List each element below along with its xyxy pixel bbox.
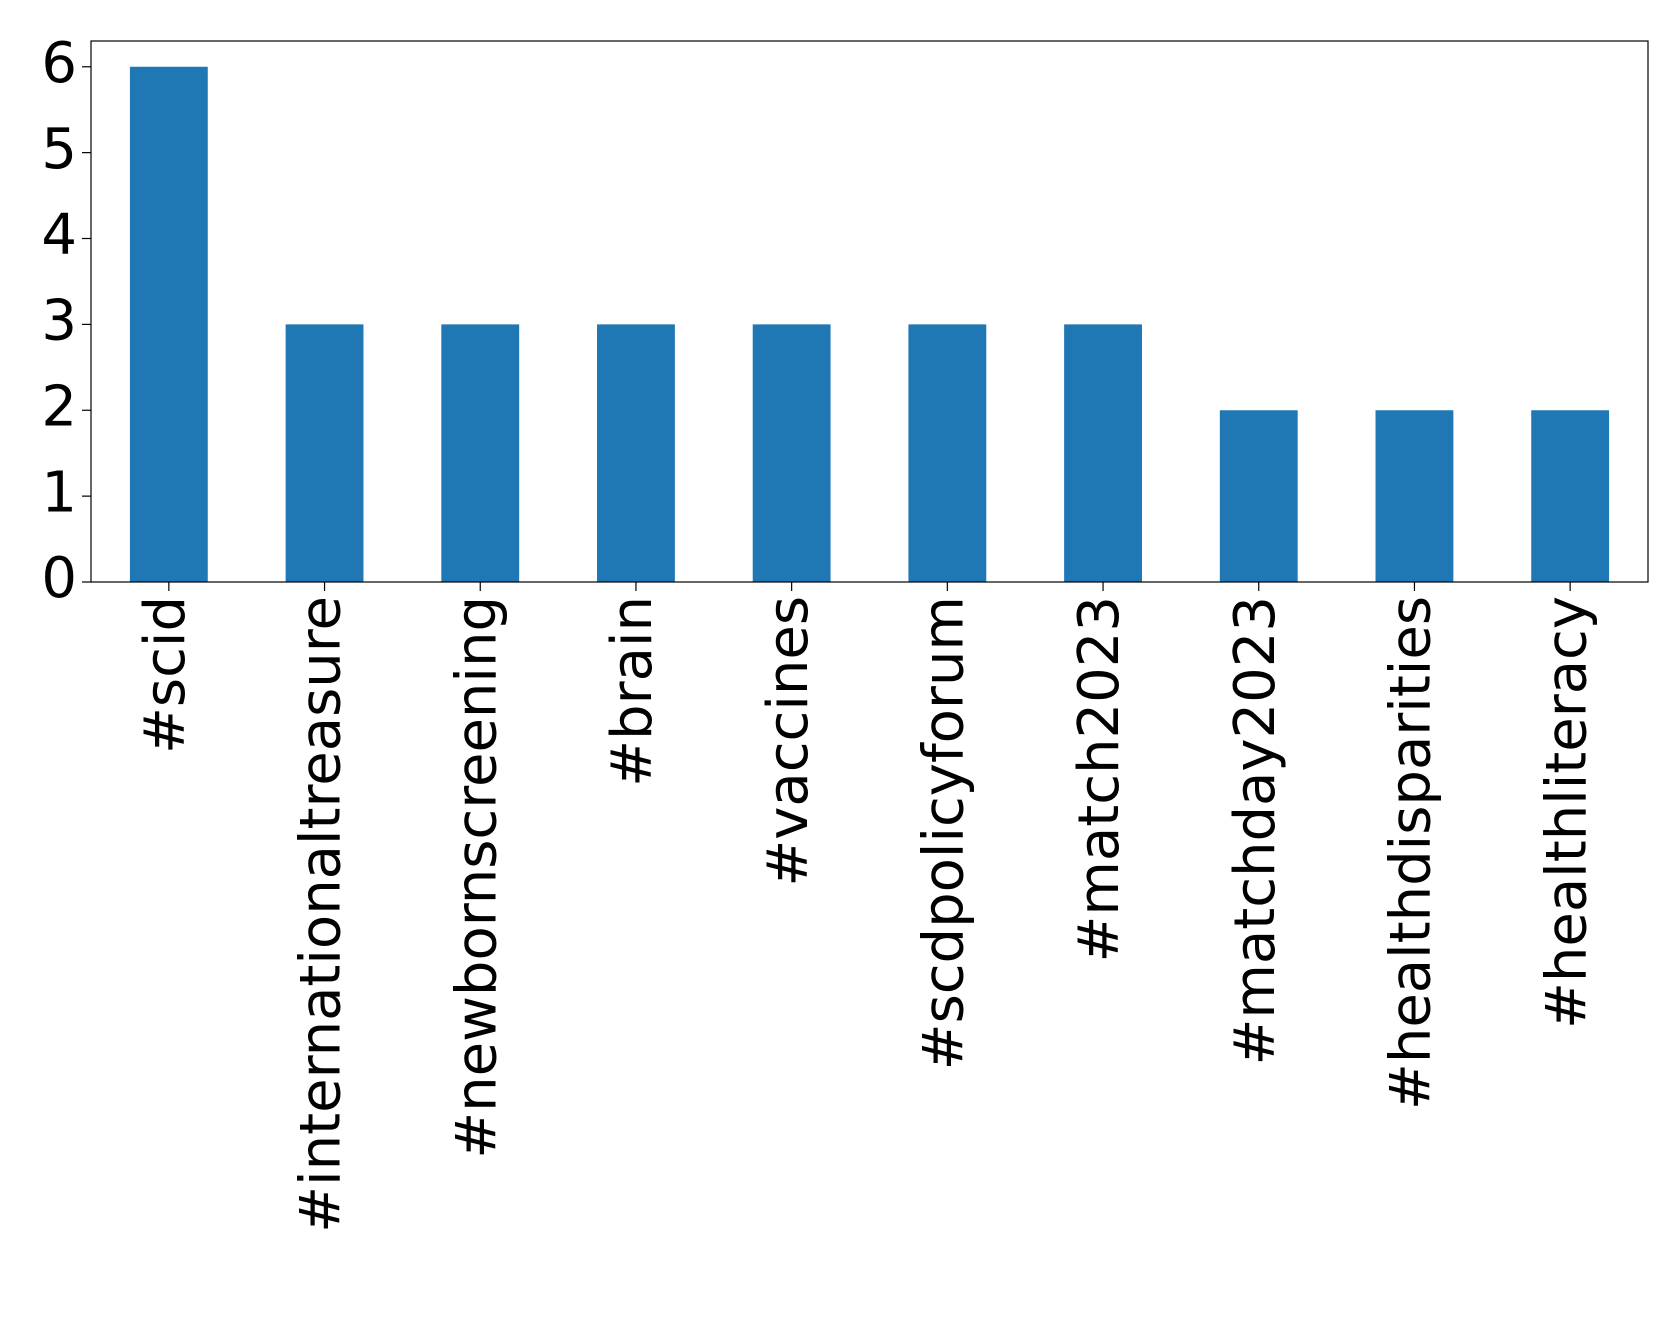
plot-frame <box>90 40 1649 583</box>
x-tick-label: #scdpolicyforum <box>911 596 976 1070</box>
y-tick-label: 1 <box>41 460 77 525</box>
x-tick-label: #brain <box>600 596 665 787</box>
bar <box>1064 324 1142 582</box>
bar <box>597 324 675 582</box>
bar <box>1531 410 1610 582</box>
y-tick-label: 2 <box>41 374 77 439</box>
y-tick-label: 6 <box>41 31 77 96</box>
x-tick-label: #internationaltreasure <box>289 596 354 1233</box>
bar <box>1219 410 1298 582</box>
y-tick-label: 4 <box>41 203 77 268</box>
x-tick-label: #healthdisparities <box>1379 596 1444 1110</box>
x-tick-label: #vaccines <box>756 596 821 887</box>
bar <box>908 324 987 582</box>
x-tick-label: #matchday2023 <box>1223 596 1288 1066</box>
bar <box>129 66 208 582</box>
x-tick-label: #healthliteracy <box>1534 596 1599 1029</box>
x-tick-label: #match2023 <box>1067 596 1132 963</box>
y-tick-label: 0 <box>41 546 77 611</box>
bar <box>752 324 831 582</box>
bar <box>441 324 520 582</box>
x-tick-label: #scid <box>133 596 198 754</box>
x-tick-label: #newbornscreening <box>444 596 509 1159</box>
y-tick-label: 3 <box>41 289 77 354</box>
bar <box>1375 410 1454 582</box>
y-tick-label: 5 <box>41 117 77 182</box>
bar <box>285 324 364 582</box>
